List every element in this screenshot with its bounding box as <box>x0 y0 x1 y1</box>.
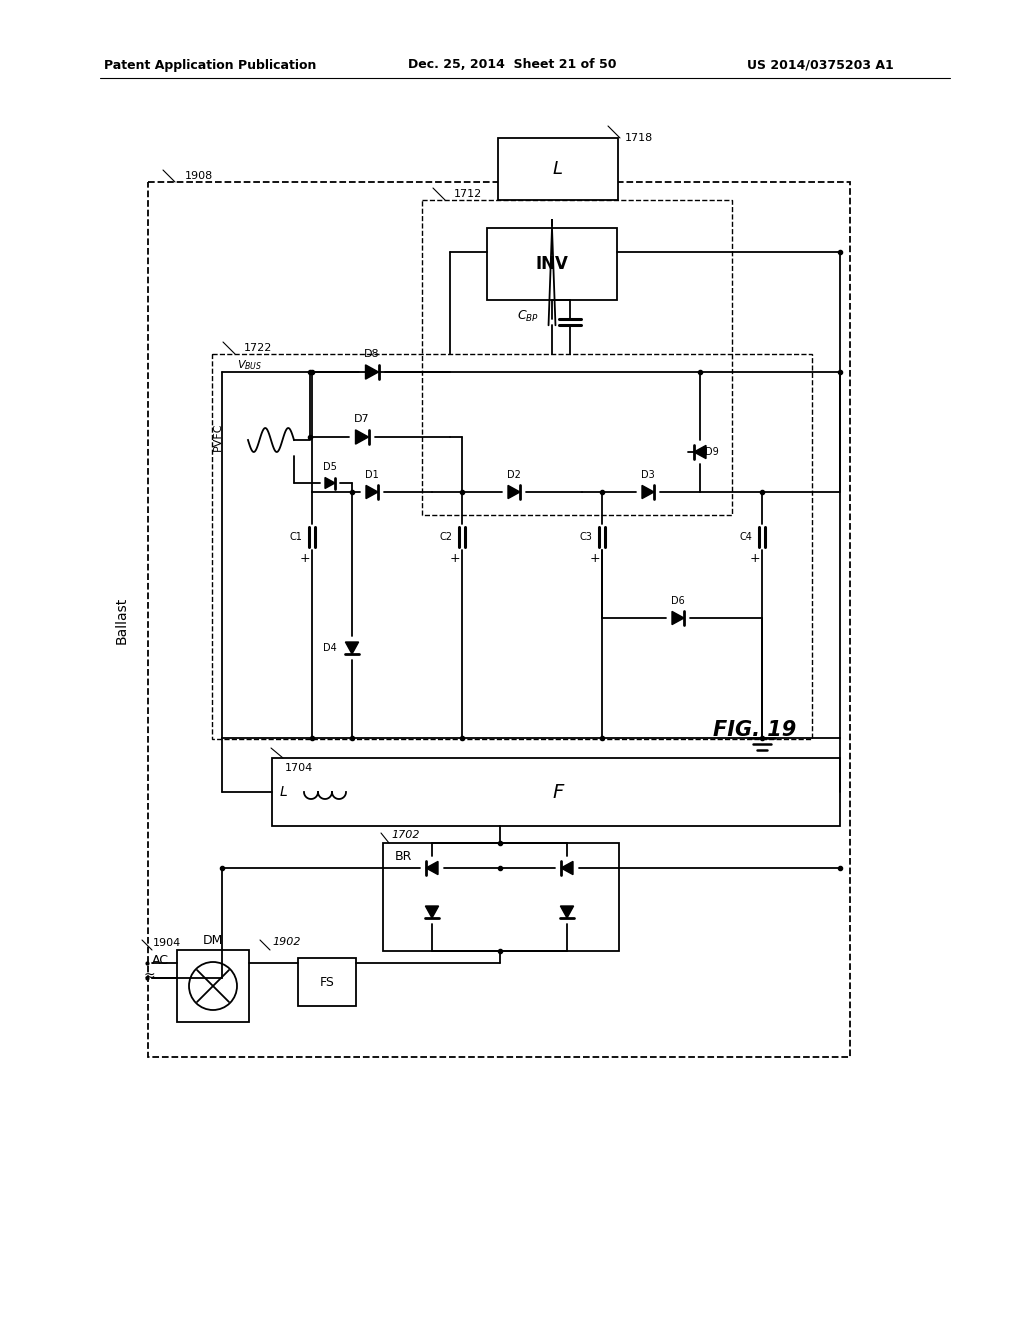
Text: PVFC: PVFC <box>213 422 223 451</box>
Text: C2: C2 <box>439 532 453 543</box>
Bar <box>422 201 732 515</box>
Text: 1718: 1718 <box>625 133 653 143</box>
Text: L: L <box>553 160 563 178</box>
Text: F: F <box>552 783 563 801</box>
Text: D8: D8 <box>365 348 380 359</box>
Text: FIG. 19: FIG. 19 <box>714 719 797 741</box>
Text: D5: D5 <box>323 462 337 473</box>
Bar <box>212 354 812 739</box>
Polygon shape <box>366 486 378 499</box>
Text: 1722: 1722 <box>244 343 272 352</box>
Polygon shape <box>345 642 358 653</box>
Polygon shape <box>425 906 438 917</box>
Bar <box>487 228 617 300</box>
Text: D4: D4 <box>324 643 337 653</box>
Bar <box>272 758 840 826</box>
Bar <box>148 182 850 1057</box>
Text: 1704: 1704 <box>285 763 313 774</box>
Text: D3: D3 <box>641 470 655 480</box>
Text: 1902: 1902 <box>272 937 300 946</box>
Text: Ballast: Ballast <box>115 597 129 644</box>
Bar <box>383 843 618 950</box>
Text: $\approx$: $\approx$ <box>140 968 156 982</box>
Text: +: + <box>750 553 760 565</box>
Text: 1712: 1712 <box>454 189 482 199</box>
Text: +: + <box>450 553 461 565</box>
Text: DM: DM <box>203 933 223 946</box>
Text: $C_{BP}$: $C_{BP}$ <box>517 309 539 323</box>
Text: US 2014/0375203 A1: US 2014/0375203 A1 <box>746 58 893 71</box>
Bar <box>498 139 618 201</box>
Text: 1908: 1908 <box>185 172 213 181</box>
Polygon shape <box>694 445 706 458</box>
Polygon shape <box>355 430 369 444</box>
Polygon shape <box>642 486 654 499</box>
Text: AC: AC <box>152 953 169 966</box>
Text: C3: C3 <box>580 532 593 543</box>
Text: D6: D6 <box>671 597 685 606</box>
Text: +: + <box>300 553 310 565</box>
Text: +: + <box>590 553 600 565</box>
Polygon shape <box>508 486 520 499</box>
Polygon shape <box>366 364 379 379</box>
Text: D1: D1 <box>366 470 379 480</box>
Text: $V_{BUS}$: $V_{BUS}$ <box>238 358 263 372</box>
Text: 1702: 1702 <box>391 830 420 840</box>
Text: D7: D7 <box>354 414 370 424</box>
Text: BR: BR <box>395 850 413 863</box>
Polygon shape <box>560 906 573 917</box>
Text: D2: D2 <box>507 470 521 480</box>
Text: Dec. 25, 2014  Sheet 21 of 50: Dec. 25, 2014 Sheet 21 of 50 <box>408 58 616 71</box>
Polygon shape <box>325 478 335 488</box>
Text: 1904: 1904 <box>153 939 181 948</box>
Text: L: L <box>280 785 287 799</box>
Polygon shape <box>672 611 684 624</box>
Text: INV: INV <box>536 255 568 273</box>
Text: D9: D9 <box>706 447 719 457</box>
Bar <box>177 950 249 1022</box>
Text: C4: C4 <box>739 532 753 543</box>
Bar <box>298 958 356 1006</box>
Text: C1: C1 <box>290 532 302 543</box>
Polygon shape <box>426 862 438 875</box>
Text: FS: FS <box>319 975 335 989</box>
Text: Patent Application Publication: Patent Application Publication <box>103 58 316 71</box>
Polygon shape <box>561 862 573 875</box>
